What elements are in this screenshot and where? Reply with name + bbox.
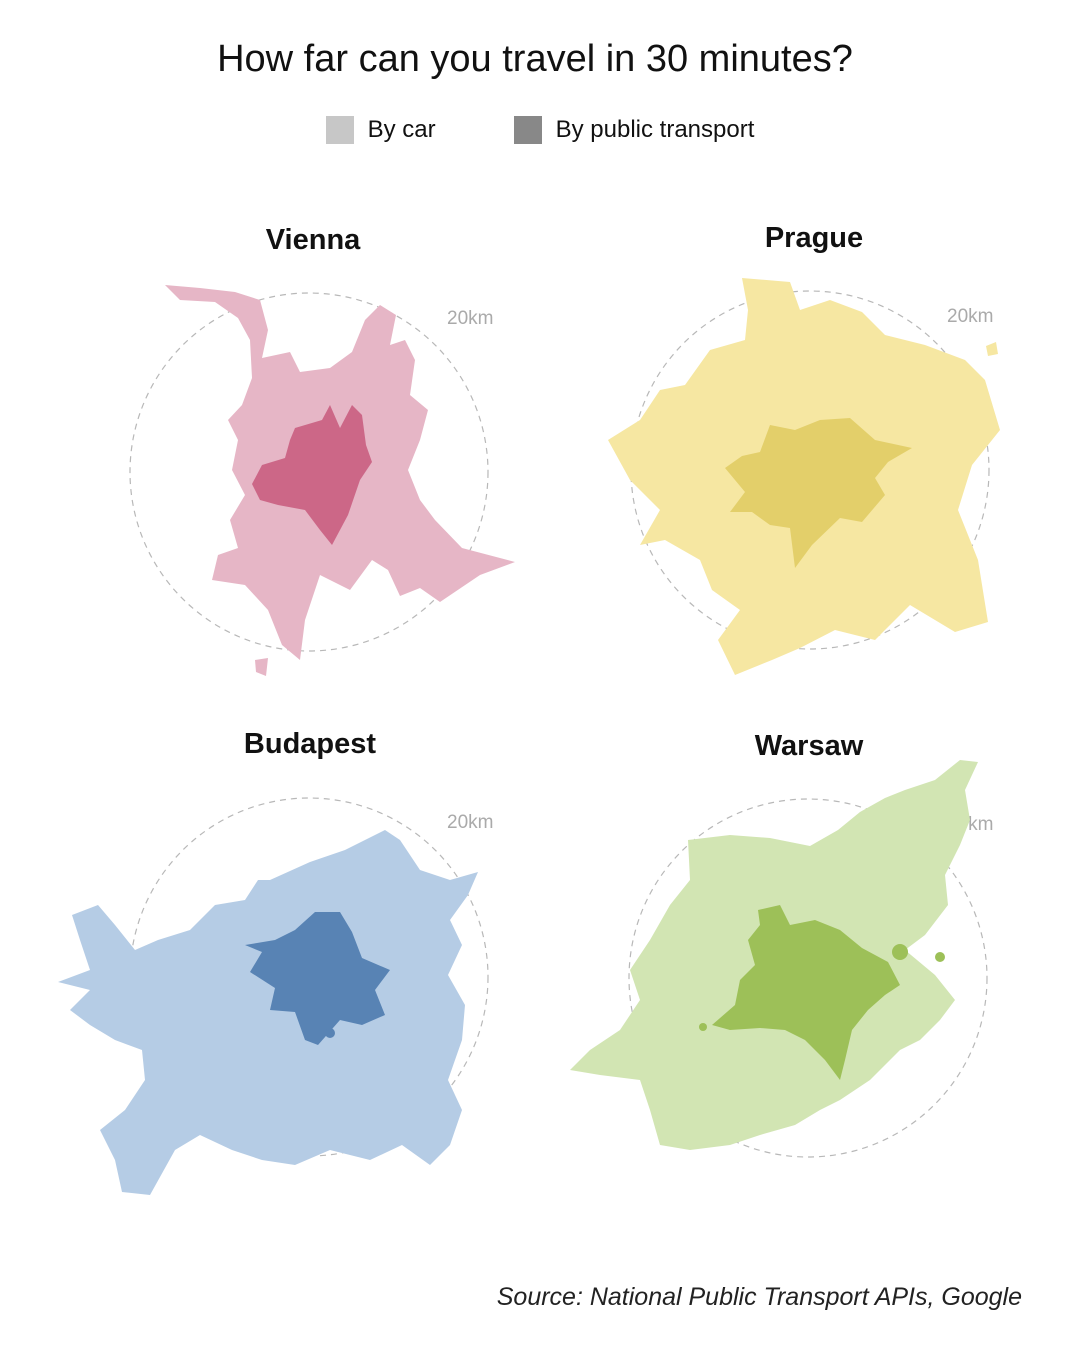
radius-circle-vienna <box>129 292 489 652</box>
legend-item-public-transport: By public transport <box>513 116 755 144</box>
transit-area-vienna <box>252 405 372 545</box>
source-note: Source: National Public Transport APIs, … <box>496 1283 1022 1311</box>
legend: By car By public transport <box>0 116 1080 144</box>
legend-label-car: By car <box>367 116 436 143</box>
legend-label-public-transport: By public transport <box>555 116 755 143</box>
radius-label-vienna: 20km <box>447 308 494 329</box>
transit-fragment-budapest <box>325 1028 335 1038</box>
car-fragment-vienna <box>255 658 268 676</box>
city-title-budapest: Budapest <box>243 728 377 760</box>
car-area-budapest <box>58 830 478 1195</box>
transit-fragment-warsaw-1 <box>892 944 908 960</box>
legend-swatch-public-transport <box>513 116 542 144</box>
transit-fragment-warsaw-3 <box>699 1023 707 1031</box>
transit-area-budapest <box>245 912 390 1045</box>
radius-label-prague: 20km <box>947 306 994 327</box>
transit-area-prague <box>725 418 912 568</box>
city-title-prague: Prague <box>764 222 864 254</box>
transit-area-warsaw <box>712 905 900 1080</box>
radius-circle-warsaw <box>628 798 988 1158</box>
radius-label-budapest: 20km <box>447 812 494 833</box>
car-fragment-prague <box>986 342 998 356</box>
city-title-warsaw: Warsaw <box>754 730 864 762</box>
legend-swatch-car <box>325 116 354 144</box>
city-title-vienna: Vienna <box>265 224 361 256</box>
chart-title: How far can you travel in 30 minutes? <box>217 38 853 80</box>
legend-item-car: By car <box>325 116 436 144</box>
transit-fragment-warsaw-2 <box>935 952 945 962</box>
